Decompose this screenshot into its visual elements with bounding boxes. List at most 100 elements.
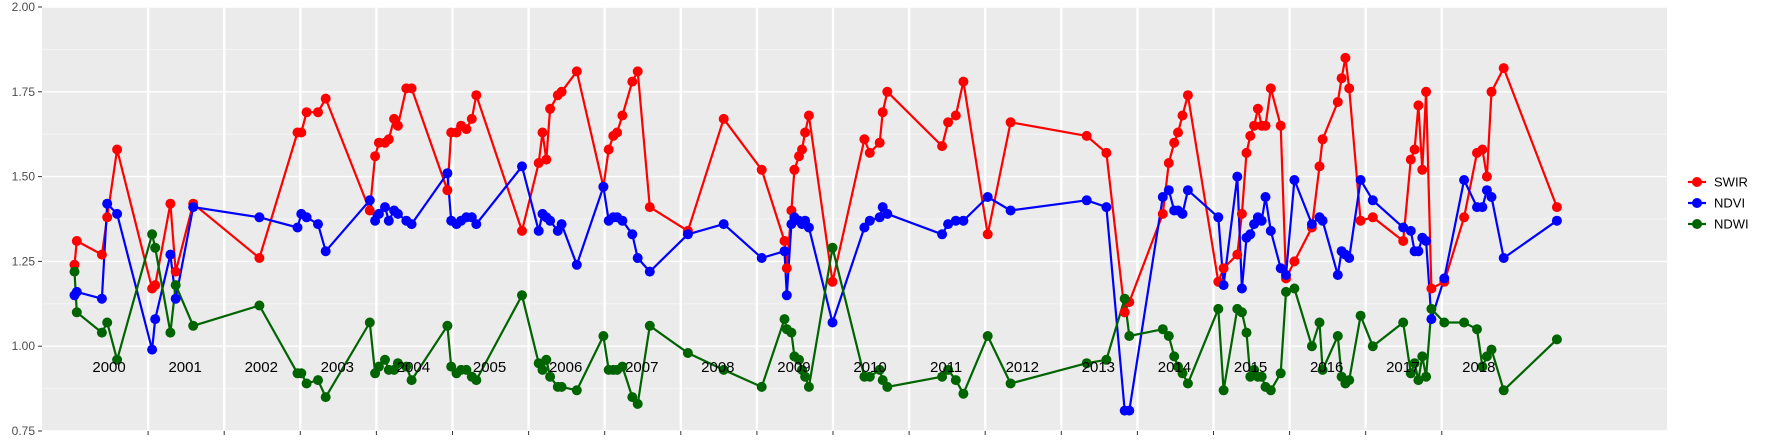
point-swir (1101, 147, 1112, 158)
point-ndvi (1413, 246, 1424, 257)
point-swir (102, 212, 113, 223)
y-tick-label: 1.50 (12, 170, 36, 184)
point-swir (1119, 307, 1130, 318)
point-ndvi (320, 246, 331, 257)
point-ndvi (1081, 195, 1092, 206)
point-swir (612, 127, 623, 138)
point-ndvi (147, 344, 158, 355)
point-ndwi (794, 354, 804, 365)
point-ndvi (1281, 270, 1291, 280)
point-swir (603, 144, 614, 155)
point-swir (617, 110, 628, 121)
point-ndvi (1236, 283, 1247, 294)
point-swir (1459, 212, 1470, 223)
point-ndvi (1459, 175, 1470, 185)
point-ndwi (1005, 378, 1016, 389)
point-ndwi (937, 371, 948, 382)
point-ndwi (950, 375, 961, 386)
point-ndwi (401, 361, 412, 372)
point-ndvi (1439, 273, 1450, 284)
point-swir (150, 280, 161, 291)
legend-key-point (1692, 198, 1702, 208)
point-ndvi (471, 219, 482, 230)
point-swir (1340, 52, 1351, 63)
point-swir (1551, 202, 1562, 213)
point-ndvi (1260, 192, 1271, 202)
point-ndwi (1241, 327, 1252, 338)
point-ndvi (882, 208, 893, 219)
point-ndwi (943, 364, 954, 375)
point-ndwi (541, 354, 552, 365)
point-swir (1409, 144, 1420, 155)
point-ndvi (1213, 212, 1224, 223)
y-tick-label: 1.00 (12, 339, 36, 353)
point-ndwi (1213, 303, 1224, 314)
point-swir (392, 120, 403, 131)
point-ndvi (373, 208, 384, 219)
minor-gridlines (42, 49, 1667, 390)
point-swir (1241, 147, 1252, 158)
point-swir (1413, 100, 1424, 111)
point-ndwi (1314, 317, 1325, 328)
point-swir (1249, 120, 1260, 131)
point-swir (982, 229, 993, 240)
point-ndvi (1355, 175, 1366, 185)
point-ndvi (571, 259, 582, 270)
point-ndvi (1367, 195, 1378, 206)
point-swir (313, 107, 323, 118)
year-label: 2006 (549, 359, 582, 376)
legend-label: SWIR (1714, 175, 1748, 190)
point-ndwi (102, 317, 113, 328)
point-ndwi (756, 381, 767, 392)
point-ndvi (950, 215, 961, 226)
point-ndwi (373, 361, 384, 372)
point-swir (320, 93, 331, 104)
point-swir (937, 141, 948, 152)
point-ndwi (313, 375, 323, 386)
point-ndvi (644, 266, 655, 277)
point-swir (1421, 86, 1432, 97)
point-swir (827, 276, 838, 287)
point-ndwi (1417, 351, 1428, 362)
point-ndwi (150, 242, 161, 253)
point-ndwi (874, 364, 885, 375)
point-swir (301, 107, 312, 118)
point-swir (541, 154, 552, 165)
point-swir (859, 134, 870, 145)
series-layer (69, 52, 1562, 416)
point-ndvi (1289, 175, 1300, 185)
point-swir (1173, 127, 1183, 138)
point-ndvi (1218, 280, 1229, 291)
y-tick-label: 2.00 (12, 0, 36, 14)
point-ndwi (442, 320, 453, 331)
point-ndwi (1306, 341, 1317, 352)
point-ndwi (1459, 317, 1470, 328)
point-ndwi (1367, 341, 1378, 352)
point-swir (1005, 117, 1016, 128)
point-ndvi (102, 198, 113, 209)
point-ndvi (958, 215, 969, 226)
point-swir (1236, 208, 1247, 219)
point-ndwi (571, 385, 582, 396)
point-swir (571, 66, 582, 77)
point-ndwi (1477, 361, 1488, 372)
point-ndvi (150, 314, 161, 325)
point-ndwi (1236, 307, 1247, 318)
point-swir (950, 110, 961, 121)
point-swir (1486, 86, 1497, 97)
point-ndwi (1275, 368, 1286, 379)
point-ndvi (1306, 219, 1317, 230)
point-ndvi (627, 229, 638, 240)
point-swir (383, 134, 394, 145)
point-ndwi (598, 331, 609, 341)
point-ndwi (682, 348, 693, 358)
point-swir (958, 76, 969, 87)
point-ndvi (313, 219, 323, 230)
point-ndvi (442, 168, 453, 179)
year-label: 2003 (321, 359, 354, 376)
point-ndwi (1398, 317, 1409, 328)
year-label: 2016 (1310, 359, 1343, 376)
point-swir (1177, 110, 1188, 121)
year-label: 2008 (701, 359, 734, 376)
point-swir (1355, 215, 1366, 226)
